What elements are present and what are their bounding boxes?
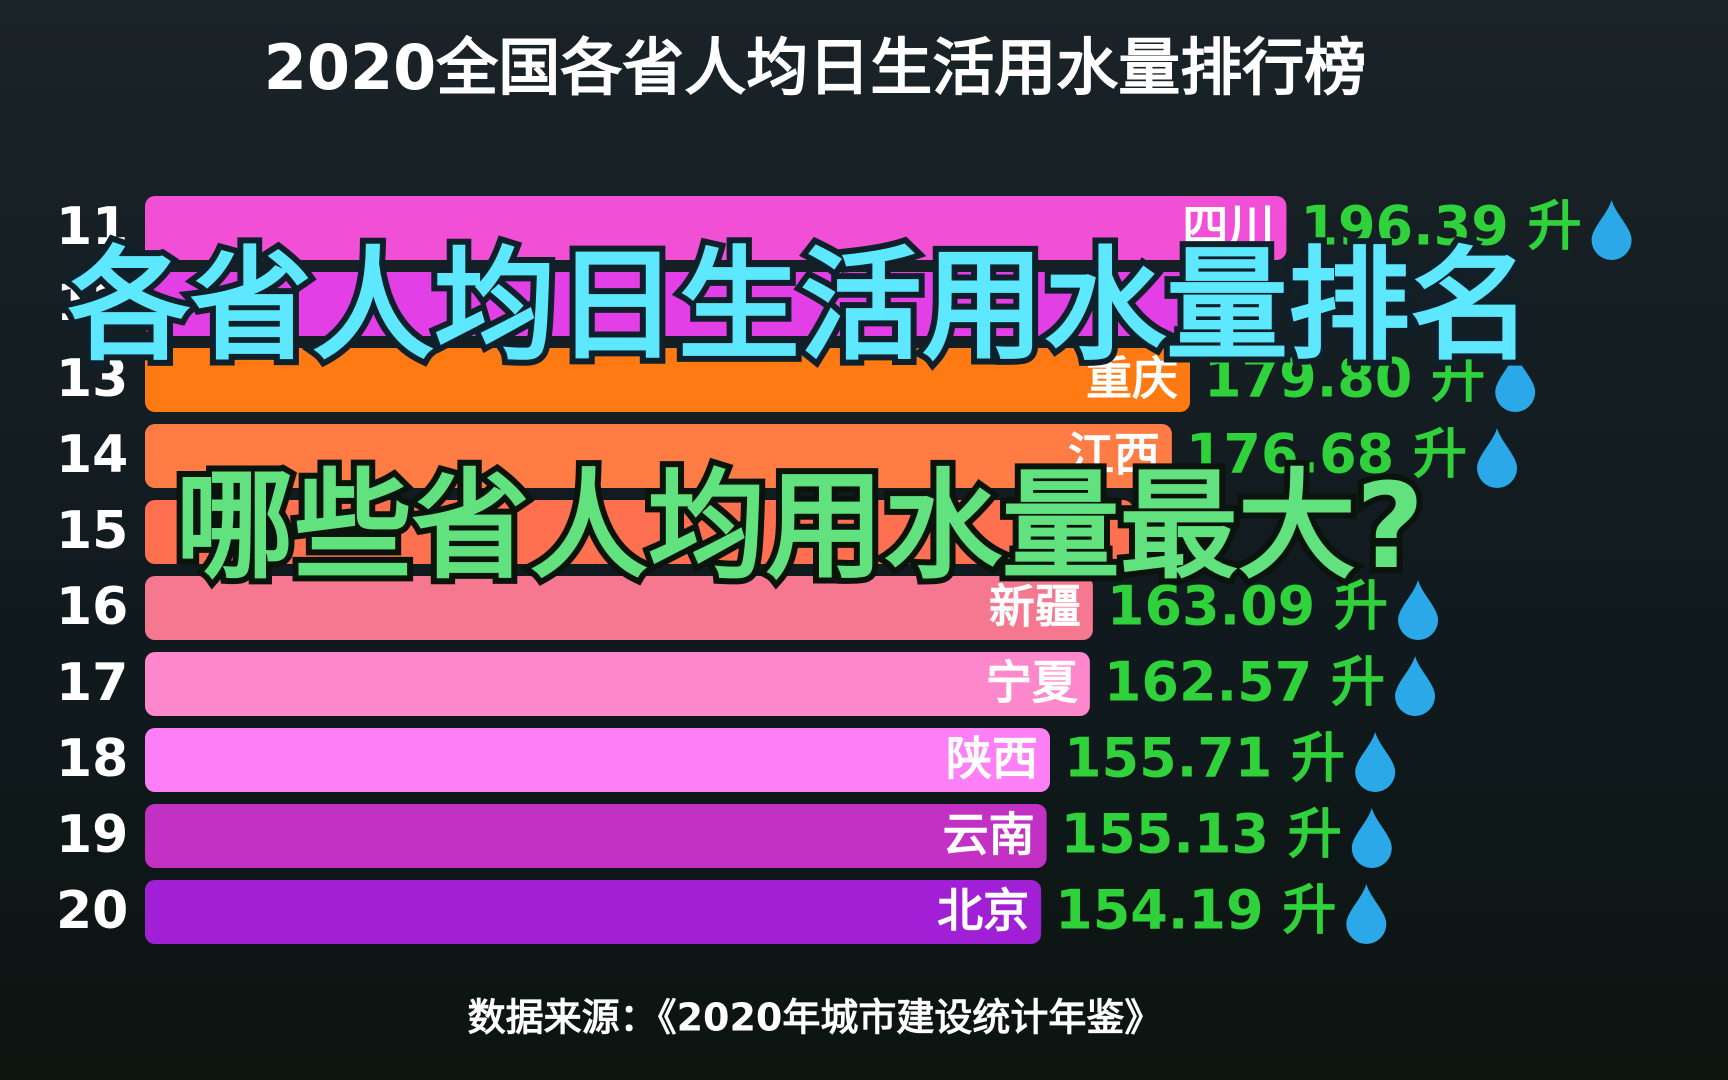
water-drop: [1395, 656, 1436, 716]
value-label: 196.39 升: [1300, 195, 1581, 258]
bar: [145, 424, 1172, 488]
value-label: 176.68 升: [1186, 423, 1467, 486]
rank-label: 17: [56, 653, 128, 713]
bar: [145, 196, 1287, 260]
bar-name: 江西: [1068, 428, 1160, 482]
value-label: 155.13 升: [1061, 803, 1342, 866]
value-label: 179.80 升: [1204, 347, 1485, 410]
bar: [145, 272, 1209, 336]
rank-label: 15: [56, 501, 128, 561]
bar: [145, 804, 1047, 868]
bar-name: 云南: [943, 808, 1035, 862]
water-drop: [1346, 884, 1387, 944]
bar-name: 四川: [1182, 200, 1274, 254]
bar: [145, 728, 1050, 792]
bar-name: 重庆: [1086, 352, 1178, 406]
rank-label: 14: [56, 425, 128, 485]
question-overlay: 哪些省人均用水量最大?: [176, 457, 1424, 595]
bar-name: 宁夏: [986, 656, 1079, 710]
water-drop: [1591, 200, 1632, 260]
rank-label: 11: [56, 197, 128, 257]
rank-label: 16: [56, 577, 128, 637]
water-drop: [1398, 580, 1439, 640]
water-drop: [1355, 732, 1396, 793]
bar: [145, 348, 1190, 412]
rank-label: 19: [56, 805, 128, 865]
bar: [145, 880, 1042, 944]
value-label: 163.09 升: [1107, 575, 1388, 638]
chart-title: 2020全国各省人均日生活用水量排行榜: [264, 31, 1367, 104]
water-drop: [1495, 352, 1536, 412]
rank-label: 13: [56, 349, 128, 409]
source: 数据来源：《2020年城市建设统计年鉴》: [468, 996, 1163, 1040]
bar-name: 陕西: [946, 732, 1038, 786]
value-label: 162.57 升: [1104, 651, 1385, 714]
rank-label: 18: [56, 729, 128, 789]
bar-name: 北京: [937, 884, 1029, 938]
bar: [145, 500, 1134, 564]
headline-overlay: 各省人均日生活用水量排名: [68, 235, 1532, 377]
value-label: 154.19 升: [1055, 879, 1336, 942]
rank-label: 20: [56, 881, 128, 941]
bar: [145, 652, 1090, 716]
value-label: 155.71 升: [1064, 727, 1345, 790]
water-drop: [1477, 428, 1518, 488]
water-drop: [1351, 808, 1392, 868]
rank-label: 12: [56, 273, 128, 333]
bar-name: 新疆: [989, 580, 1081, 634]
bar: [145, 576, 1093, 640]
